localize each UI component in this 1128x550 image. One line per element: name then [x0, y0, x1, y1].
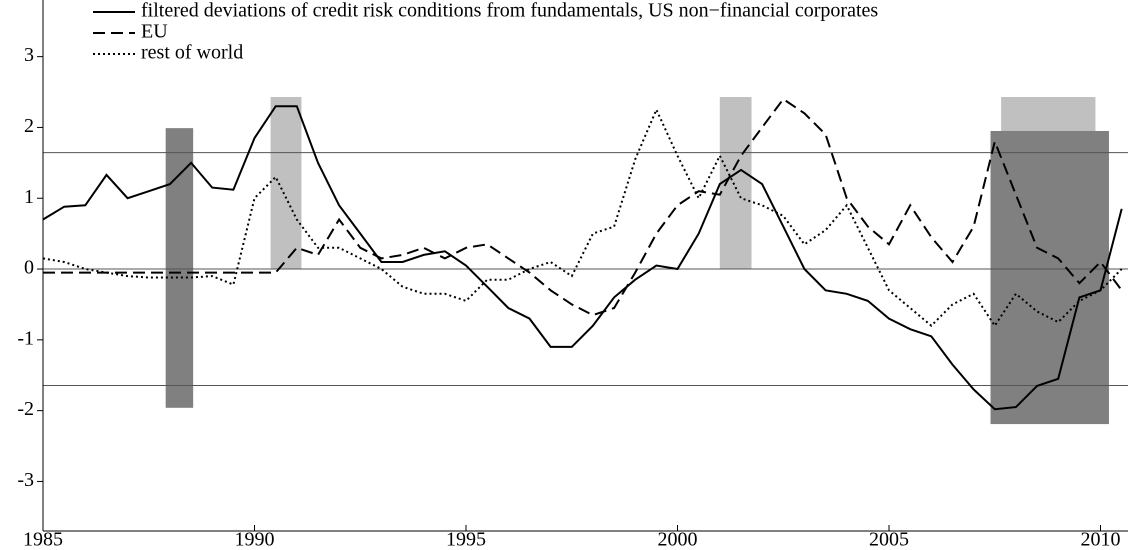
series-line: [42, 105, 1123, 411]
legend-label: EU: [141, 21, 168, 43]
series-line: [43, 97, 1123, 317]
y-tick-label: -1: [17, 327, 34, 349]
x-tick-label: 2005: [869, 529, 909, 550]
legend-label: filtered deviations of credit risk condi…: [141, 0, 878, 22]
shaded-region: [990, 130, 1109, 425]
legend-label: rest of world: [141, 42, 243, 64]
x-tick-label: 1990: [235, 529, 275, 550]
x-tick-label: 2010: [1081, 529, 1121, 550]
y-tick-label: 0: [24, 257, 34, 279]
x-tick-label: 2000: [658, 529, 698, 550]
y-tick-label: -3: [17, 469, 34, 491]
shaded-region: [270, 96, 302, 270]
y-tick-label: 1: [24, 186, 34, 208]
y-tick-label: -2: [17, 398, 34, 420]
y-tick-label: 2: [24, 115, 34, 137]
shaded-region: [719, 96, 752, 270]
y-tick-label: 3: [24, 44, 34, 66]
x-tick-label: 1985: [23, 529, 63, 550]
series-line: [42, 107, 1123, 328]
x-tick-label: 1995: [446, 529, 486, 550]
shaded-region: [165, 128, 194, 408]
